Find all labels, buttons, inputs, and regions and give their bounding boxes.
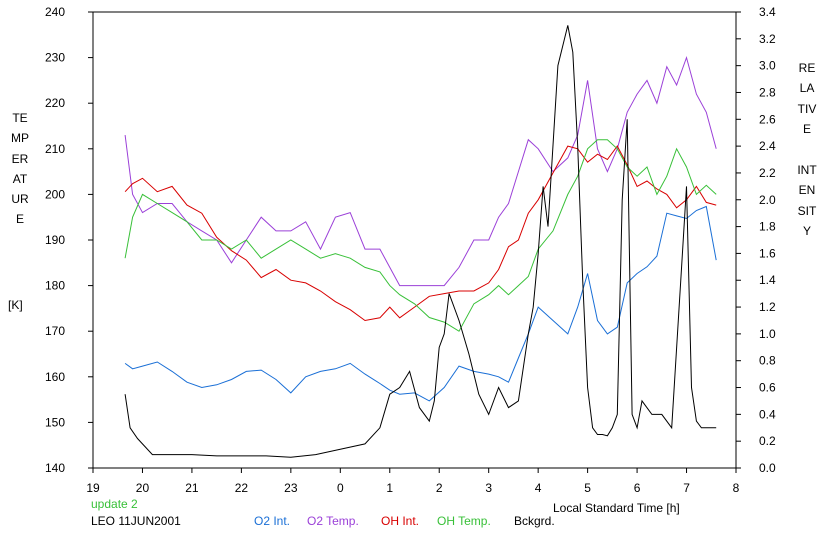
x-tick-label: 22 <box>235 481 249 495</box>
left-tick-label: 150 <box>45 415 65 429</box>
x-tick-label: 23 <box>284 481 298 495</box>
x-tick-label: 7 <box>683 481 690 495</box>
series-line-oh-int <box>124 145 717 322</box>
plot-frame <box>92 11 737 469</box>
left-tick-label: 220 <box>45 96 65 110</box>
legend-item: Bckgrd. <box>514 514 555 528</box>
right-tick-label: 2.0 <box>759 193 776 207</box>
x-tick-label: 8 <box>733 481 740 495</box>
station-label: LEO 11JUN2001 <box>91 514 181 528</box>
right-axis-label-word: INTENSITY <box>797 163 817 239</box>
left-tick-label: 210 <box>45 142 65 156</box>
x-tick-label: 5 <box>584 481 591 495</box>
left-tick-label: 240 <box>45 5 65 19</box>
left-tick-label: 160 <box>45 370 65 384</box>
series-line-o2-int <box>124 205 717 402</box>
right-tick-label: 1.8 <box>759 220 776 234</box>
legend-item: OH Temp. <box>437 514 491 528</box>
right-tick-label: 0.2 <box>759 434 776 448</box>
right-tick-label: 0.0 <box>759 461 776 475</box>
left-axis: 140 150 160 170 180 190 200 210 220 230 240 <box>45 5 93 475</box>
right-axis-label-word: RELATIVE <box>797 61 817 136</box>
x-tick-label: 20 <box>136 481 150 495</box>
x-axis: 19 20 21 22 23 0 1 2 3 4 5 6 7 8 <box>86 468 740 495</box>
right-axis: 0.0 0.2 0.4 0.6 0.8 1.0 1.2 1.4 1.6 1.8 2.0 2.2 2.4 2… <box>736 5 776 475</box>
x-tick-label: 0 <box>337 481 344 495</box>
x-tick-label: 3 <box>485 481 492 495</box>
right-tick-label: 2.6 <box>759 112 776 126</box>
left-tick-label: 190 <box>45 233 65 247</box>
status-label: update 2 <box>91 497 138 511</box>
series-line-oh-temp <box>124 139 717 332</box>
legend-item: O2 Int. <box>254 514 291 528</box>
right-tick-label: 0.8 <box>759 354 776 368</box>
right-tick-label: 1.2 <box>759 300 776 314</box>
x-tick-label: 6 <box>634 481 641 495</box>
x-tick-label: 19 <box>86 481 100 495</box>
left-axis-unit: [K] <box>8 298 23 312</box>
right-tick-label: 2.2 <box>759 166 776 180</box>
right-tick-label: 1.0 <box>759 327 776 341</box>
left-tick-label: 230 <box>45 51 65 65</box>
x-tick-label: 21 <box>185 481 199 495</box>
left-tick-label: 200 <box>45 187 65 201</box>
right-tick-label: 0.4 <box>759 407 776 421</box>
left-tick-label: 180 <box>45 279 65 293</box>
right-tick-label: 3.4 <box>759 5 776 19</box>
left-tick-label: 140 <box>45 461 65 475</box>
right-tick-label: 1.6 <box>759 246 776 260</box>
x-tick-label: 2 <box>436 481 443 495</box>
x-tick-label: 4 <box>535 481 542 495</box>
right-tick-label: 3.2 <box>759 32 776 46</box>
right-tick-label: 3.0 <box>759 59 776 73</box>
x-axis-label: Local Standard Time [h] <box>553 501 680 515</box>
legend-item: O2 Temp. <box>307 514 359 528</box>
left-tick-label: 170 <box>45 324 65 338</box>
series-layer <box>124 25 717 458</box>
right-axis-label: RELATIVE INTENSITY <box>797 58 817 241</box>
series-line-bckgrd <box>124 25 717 458</box>
right-tick-label: 1.4 <box>759 273 776 287</box>
x-tick-label: 1 <box>386 481 393 495</box>
left-axis-label: TEMPERATURE <box>11 111 29 227</box>
right-tick-label: 2.8 <box>759 85 776 99</box>
right-tick-label: 2.4 <box>759 139 776 153</box>
right-tick-label: 0.6 <box>759 381 776 395</box>
series-line-o2-temp <box>124 55 717 287</box>
legend-item: OH Int. <box>381 514 420 528</box>
